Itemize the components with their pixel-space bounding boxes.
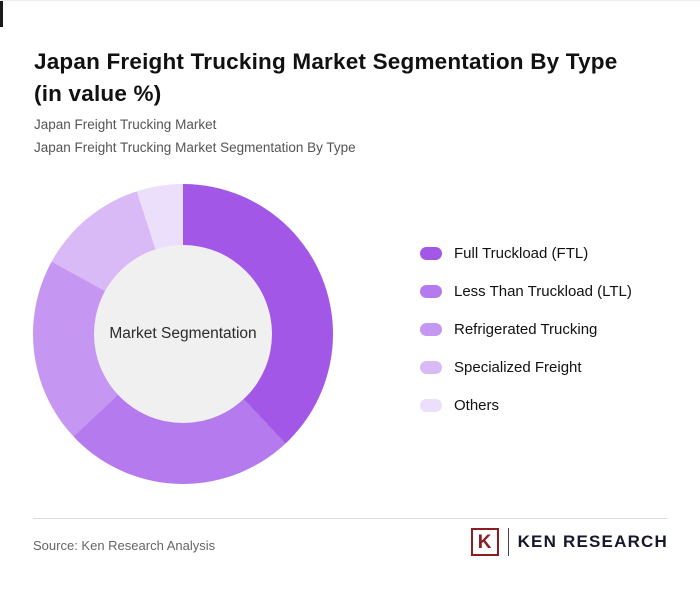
legend-item: Refrigerated Trucking <box>420 320 632 339</box>
legend-label: Less Than Truckload (LTL) <box>454 283 632 300</box>
logo-letter: K <box>477 531 492 553</box>
subtitle-market: Japan Freight Trucking Market <box>34 117 217 132</box>
legend-swatch <box>420 247 442 260</box>
legend-label: Refrigerated Trucking <box>454 321 598 338</box>
subtitle-segmentation: Japan Freight Trucking Market Segmentati… <box>34 140 356 155</box>
chart-subtitles: Japan Freight Trucking Market Japan Frei… <box>34 113 356 159</box>
legend-swatch <box>420 361 442 374</box>
page-title-line1: Japan Freight Trucking Market Segmentati… <box>34 49 618 75</box>
legend-item: Others <box>420 396 632 415</box>
ken-research-logo: K KEN RESEARCH <box>470 528 668 556</box>
legend-label: Specialized Freight <box>454 359 582 376</box>
logo-divider <box>507 528 509 556</box>
logo-text: KEN RESEARCH <box>517 532 668 551</box>
donut-center-label: Market Segmentation <box>109 325 257 342</box>
legend-swatch <box>420 399 442 412</box>
legend-item: Full Truckload (FTL) <box>420 244 632 263</box>
footer-divider <box>33 518 667 519</box>
legend-label: Others <box>454 397 500 414</box>
ken-research-emblem-icon: K <box>470 528 499 556</box>
source-note: Source: Ken Research Analysis <box>33 538 216 553</box>
chart-legend: Full Truckload (FTL) Less Than Truckload… <box>420 244 632 415</box>
page-title: Japan Freight Trucking Market Segmentati… <box>34 46 674 110</box>
corner-mark <box>0 1 3 27</box>
donut-chart-container: Market Segmentation <box>33 184 333 484</box>
legend-label: Full Truckload (FTL) <box>454 245 589 262</box>
legend-item: Less Than Truckload (LTL) <box>420 282 632 301</box>
donut-hole: Market Segmentation <box>94 245 272 423</box>
legend-swatch <box>420 285 442 298</box>
legend-swatch <box>420 323 442 336</box>
page-title-line2: (in value %) <box>34 81 162 107</box>
legend-item: Specialized Freight <box>420 358 632 377</box>
